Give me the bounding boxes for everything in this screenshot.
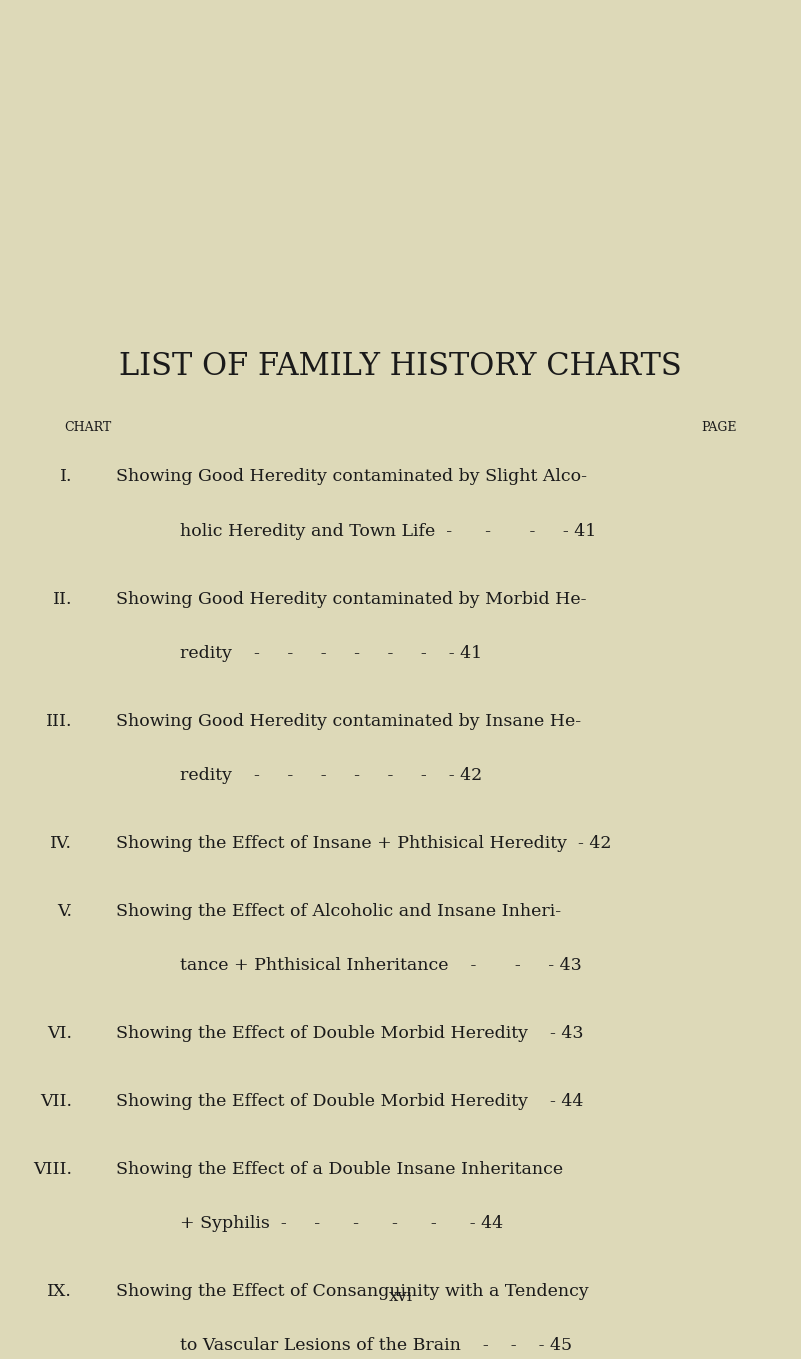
Text: Showing Good Heredity contaminated by Insane He-: Showing Good Heredity contaminated by In… [116,712,582,730]
Text: PAGE: PAGE [702,421,737,434]
Text: I.: I. [59,469,72,485]
Text: Showing Good Heredity contaminated by Slight Alco-: Showing Good Heredity contaminated by Sl… [116,469,587,485]
Text: xvi: xvi [388,1288,413,1305]
Text: Showing the Effect of Double Morbid Heredity    - 43: Showing the Effect of Double Morbid Here… [116,1025,584,1042]
Text: IX.: IX. [47,1283,72,1301]
Text: tance + Phthisical Inheritance    -       -     - 43: tance + Phthisical Inheritance - - - 43 [180,957,582,974]
Text: Showing the Effect of Alcoholic and Insane Inheri-: Showing the Effect of Alcoholic and Insa… [116,902,562,920]
Text: LIST OF FAMILY HISTORY CHARTS: LIST OF FAMILY HISTORY CHARTS [119,351,682,382]
Text: CHART: CHART [64,421,111,434]
Text: Showing the Effect of a Double Insane Inheritance: Showing the Effect of a Double Insane In… [116,1161,563,1178]
Text: VI.: VI. [47,1025,72,1042]
Text: II.: II. [53,591,72,607]
Text: Showing the Effect of Consanguinity with a Tendency: Showing the Effect of Consanguinity with… [116,1283,589,1301]
Text: Showing Good Heredity contaminated by Morbid He-: Showing Good Heredity contaminated by Mo… [116,591,586,607]
Text: + Syphilis  -     -      -      -      -      - 44: + Syphilis - - - - - - 44 [180,1215,503,1233]
Text: holic Heredity and Town Life  -      -       -     - 41: holic Heredity and Town Life - - - - 41 [180,523,597,540]
Text: redity    -     -     -     -     -     -    - 41: redity - - - - - - - 41 [180,646,482,662]
Text: to Vascular Lesions of the Brain    -    -    - 45: to Vascular Lesions of the Brain - - - 4… [180,1337,573,1355]
Text: VIII.: VIII. [33,1161,72,1178]
Text: III.: III. [46,712,72,730]
Text: Showing the Effect of Insane + Phthisical Heredity  - 42: Showing the Effect of Insane + Phthisica… [116,834,612,852]
Text: IV.: IV. [50,834,72,852]
Text: V.: V. [57,902,72,920]
Text: Showing the Effect of Double Morbid Heredity    - 44: Showing the Effect of Double Morbid Here… [116,1093,583,1110]
Text: redity    -     -     -     -     -     -    - 42: redity - - - - - - - 42 [180,766,482,784]
Text: VII.: VII. [40,1093,72,1110]
